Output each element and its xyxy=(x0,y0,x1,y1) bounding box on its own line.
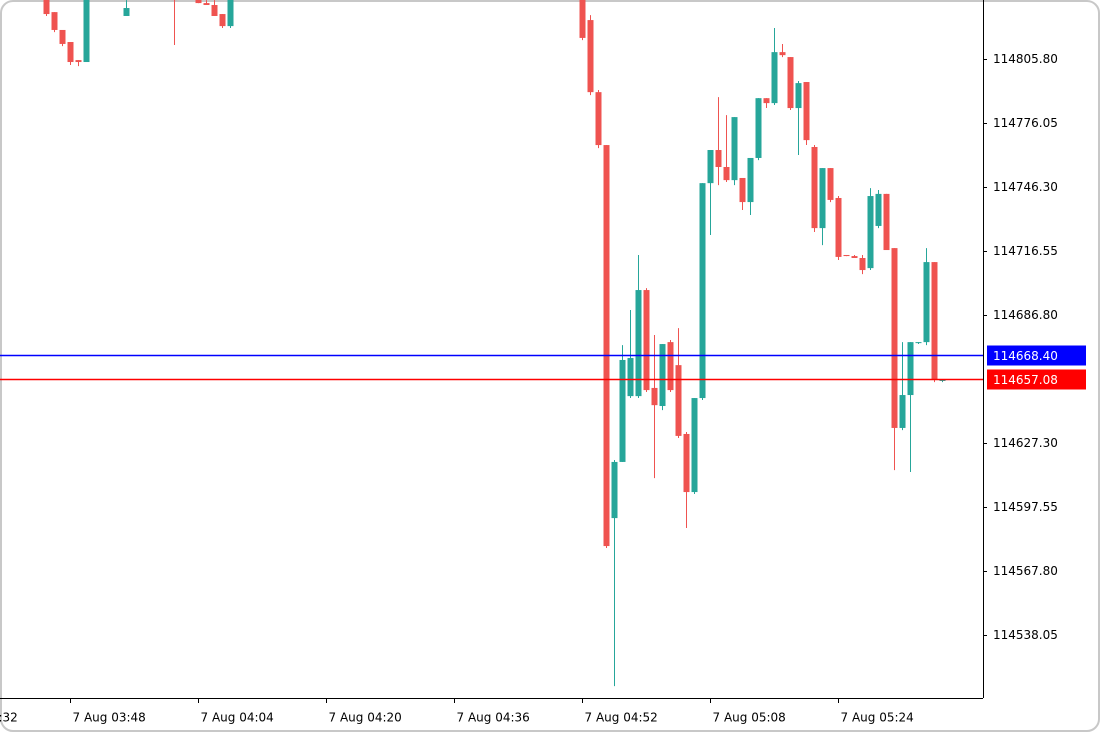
price-line-label-box xyxy=(987,369,1086,390)
x-tick-label: 7 Aug 04:04 xyxy=(201,711,274,725)
candle-body xyxy=(915,342,922,344)
candle-body xyxy=(787,57,794,109)
y-tick-label: 114567.80 xyxy=(993,564,1058,578)
candle-body xyxy=(939,379,946,381)
candle-body xyxy=(75,60,82,63)
candle-body xyxy=(59,29,66,44)
candle-body xyxy=(619,359,626,462)
candle-body xyxy=(699,183,706,399)
candle-body xyxy=(907,342,914,396)
candle-body xyxy=(83,0,90,63)
candle-body xyxy=(635,290,642,397)
candle-body xyxy=(747,157,754,203)
candle-body xyxy=(227,0,234,27)
candle-body xyxy=(603,145,610,547)
candle-body xyxy=(219,14,226,27)
candle-body xyxy=(811,146,818,229)
candle-body xyxy=(731,117,738,181)
candle-body xyxy=(755,98,762,158)
candle-body xyxy=(819,168,826,229)
candle-body xyxy=(931,262,938,380)
plot-area xyxy=(43,0,946,687)
y-tick-label: 114627.30 xyxy=(993,436,1058,450)
price-line-label-box xyxy=(987,345,1086,366)
candle-body xyxy=(739,177,746,203)
x-tick-label: 7 Aug 03:32 xyxy=(0,711,18,725)
candle-body xyxy=(203,3,210,6)
candle-body xyxy=(651,387,658,406)
candle-body xyxy=(51,12,58,30)
x-tick-label: 7 Aug 04:52 xyxy=(585,711,658,725)
y-tick-label: 114686.80 xyxy=(993,308,1058,322)
candle-body xyxy=(595,92,602,146)
candle-body xyxy=(875,193,882,226)
y-tick-label: 114597.55 xyxy=(993,500,1058,514)
candle-body xyxy=(763,98,770,104)
candle-body xyxy=(795,83,802,109)
candle-body xyxy=(691,398,698,493)
candle-body xyxy=(579,0,586,38)
candle-body xyxy=(883,193,890,251)
candle-body xyxy=(771,52,778,104)
candle-body xyxy=(627,358,634,397)
x-tick-label: 7 Aug 04:20 xyxy=(329,711,402,725)
candle-body xyxy=(123,8,130,16)
candle-body xyxy=(851,256,858,259)
candle-body xyxy=(611,461,618,519)
candle-body xyxy=(899,395,906,428)
x-tick-label: 7 Aug 04:36 xyxy=(457,711,530,725)
candle-body xyxy=(859,258,866,271)
candle-body xyxy=(195,0,202,4)
candle-body xyxy=(827,168,834,200)
candle-body xyxy=(683,433,690,493)
candle-body xyxy=(867,196,874,269)
y-tick-label: 114805.80 xyxy=(993,52,1058,66)
candle-body xyxy=(211,5,218,16)
candle-body xyxy=(779,52,786,56)
price-line-label: 114657.08 xyxy=(993,373,1058,387)
y-tick-label: 114716.55 xyxy=(993,244,1058,258)
y-tick-label: 114746.30 xyxy=(993,180,1058,194)
candle-body xyxy=(843,254,850,257)
x-tick-label: 7 Aug 05:24 xyxy=(841,711,914,725)
y-tick-label: 114776.05 xyxy=(993,116,1058,130)
price-line-label: 114668.40 xyxy=(993,349,1058,363)
candle-body xyxy=(43,0,50,15)
candle-body xyxy=(667,342,674,391)
y-tick-label: 114538.05 xyxy=(993,628,1058,642)
candle-body xyxy=(707,150,714,184)
candle-body xyxy=(675,365,682,436)
x-tick-label: 7 Aug 05:08 xyxy=(713,711,786,725)
candle-body xyxy=(587,20,594,93)
candle-body xyxy=(723,167,730,181)
candle-body xyxy=(803,82,810,141)
candle-body xyxy=(643,290,650,391)
candle-body xyxy=(835,197,842,257)
x-tick-label: 7 Aug 03:48 xyxy=(73,711,146,725)
candle-body xyxy=(659,344,666,407)
candle-body xyxy=(923,262,930,343)
candle-body xyxy=(67,42,74,63)
candle-body xyxy=(891,248,898,428)
candle-body xyxy=(715,150,722,168)
